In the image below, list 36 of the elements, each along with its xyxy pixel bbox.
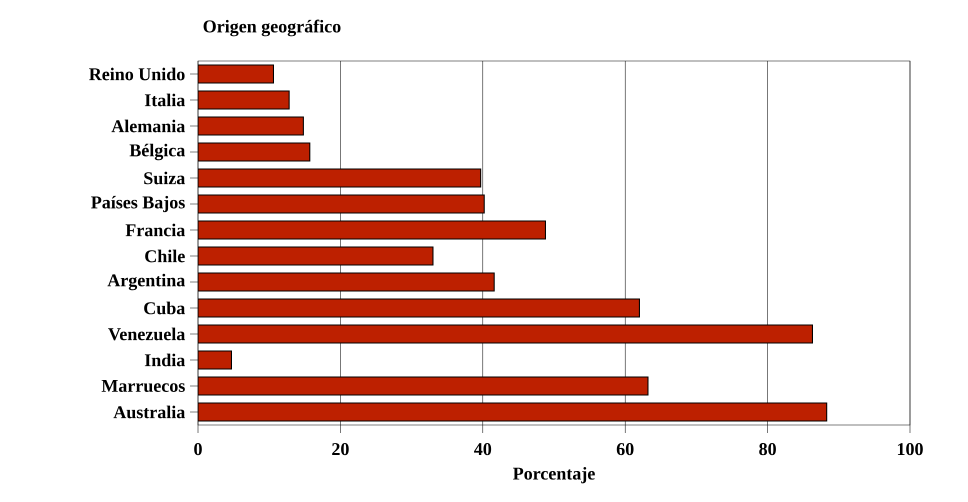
bar	[198, 168, 482, 188]
bar	[198, 64, 274, 84]
y-tick-label: Bélgica	[130, 144, 186, 160]
bar	[198, 142, 310, 162]
x-axis-title: Porcentaje	[513, 467, 595, 484]
y-tick-label: Argentina	[107, 274, 186, 290]
bar	[198, 220, 546, 240]
chart-title: Origen geográfico	[204, 20, 341, 36]
x-tick-label: 100	[898, 443, 923, 456]
bar	[198, 376, 649, 396]
bar	[198, 402, 828, 422]
y-tick-label: Cuba	[144, 302, 186, 314]
y-tick-label: India	[144, 354, 186, 366]
bar	[198, 350, 232, 370]
x-tick-label: 20	[332, 443, 349, 456]
y-tick-label: Italia	[144, 94, 186, 106]
x-tick-label: 60	[616, 443, 634, 456]
x-tick-label: 40	[474, 443, 492, 456]
y-tick-label: Marruecos	[102, 380, 185, 392]
x-tick-label: 0	[194, 443, 202, 456]
bar	[198, 194, 485, 214]
y-tick-label: Australia	[113, 406, 186, 418]
y-tick-label: Francia	[126, 224, 186, 236]
bar	[198, 116, 304, 136]
bar	[198, 324, 813, 344]
y-tick-label: Venezuela	[108, 328, 186, 340]
y-tick-label: Reino Unido	[89, 68, 185, 80]
bar	[198, 246, 434, 266]
bar	[198, 298, 640, 318]
y-tick-label: Suiza	[144, 172, 186, 184]
y-tick-label: Chile	[145, 250, 185, 262]
bar	[198, 272, 495, 292]
x-tick-label: 80	[759, 443, 776, 456]
y-tick-label: Alemania	[111, 120, 186, 132]
bar	[198, 90, 290, 110]
y-tick-label: Países Bajos	[91, 196, 185, 212]
